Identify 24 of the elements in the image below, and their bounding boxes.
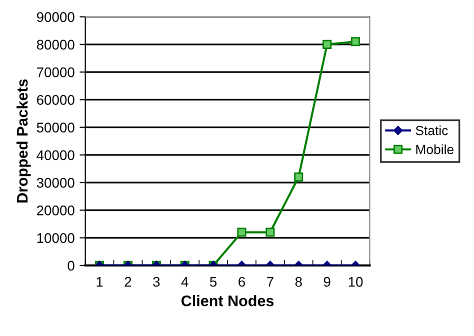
y-tick-label: 20000: [36, 206, 74, 216]
y-tick-label: 50000: [36, 122, 74, 132]
x-tick-label: 10: [348, 276, 363, 287]
y-tick-label: 70000: [37, 67, 74, 78]
y-tick-label: 10000: [37, 233, 74, 243]
x-tick-label: 3: [153, 276, 160, 287]
x-tick-label: 4: [181, 277, 188, 287]
x-axis-title: Client Nodes: [181, 295, 274, 306]
y-tick-label: 30000: [36, 178, 74, 188]
x-tick-label: 6: [238, 276, 245, 287]
x-tick-label: 5: [210, 277, 217, 287]
x-tick-label: 9: [324, 276, 330, 287]
y-tick-label: 60000: [36, 95, 74, 105]
y-tick-label: 0: [68, 260, 74, 271]
y-tick-label: 90000: [36, 12, 74, 22]
x-tick-label: 7: [267, 277, 274, 287]
x-tick-label: 8: [295, 276, 302, 287]
legend-label: Static: [416, 126, 448, 136]
x-tick-label: 1: [96, 277, 103, 287]
y-tick-label: 80000: [36, 40, 74, 50]
legend-label: Mobile: [416, 144, 454, 154]
y-tick-label: 40000: [36, 150, 74, 160]
y-axis-title: Dropped Packets: [16, 79, 31, 202]
x-tick-label: 2: [124, 276, 132, 287]
